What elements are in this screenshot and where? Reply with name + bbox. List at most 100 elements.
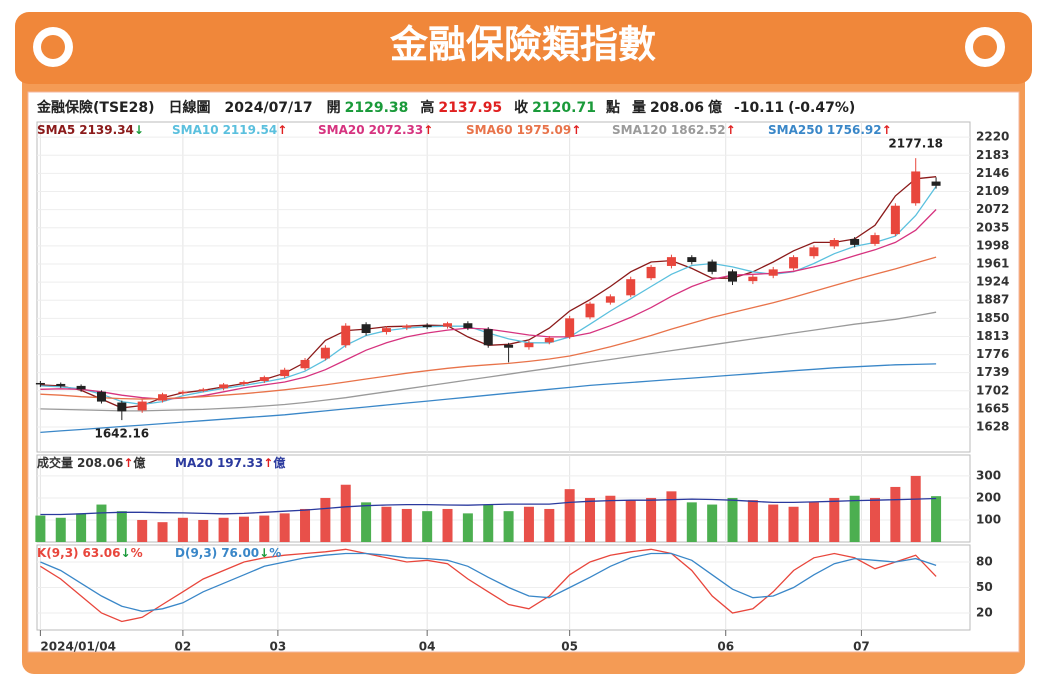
- y-tick-label: 2072: [976, 202, 1009, 216]
- volume-bar: [523, 506, 534, 542]
- legend-entry: 成交量 208.06↑億: [37, 455, 145, 470]
- legend-name: SMA120: [612, 123, 667, 137]
- candle-body: [687, 257, 697, 263]
- volume-bar: [218, 517, 229, 542]
- legend-arrow: ↑: [423, 123, 433, 137]
- low-annotation: 1642.16: [94, 427, 149, 441]
- y-tick-label: 1776: [976, 347, 1009, 361]
- candle-body: [219, 384, 229, 389]
- volume-bar: [483, 504, 494, 542]
- candle-body: [626, 279, 636, 296]
- legend-arrow: ↑: [263, 456, 273, 470]
- volume-bar: [76, 513, 87, 542]
- line-series: [40, 256, 937, 400]
- volume-bar: [910, 475, 921, 542]
- volume-bar: [116, 511, 127, 542]
- legend-name: SMA60: [466, 123, 513, 137]
- line-series: [40, 311, 937, 412]
- legend-value: 208.06: [77, 456, 123, 470]
- volume-bar: [890, 486, 901, 542]
- volume-bar: [361, 502, 372, 542]
- legend-arrow: ↓: [121, 546, 131, 560]
- x-tick-label: 02: [175, 640, 192, 654]
- candle-body: [890, 205, 900, 235]
- volume-bar: [401, 508, 412, 542]
- candle-body: [443, 323, 453, 327]
- legend-unit: 億: [133, 455, 145, 470]
- candle-body: [524, 342, 534, 348]
- candle-body: [341, 325, 351, 346]
- line-series: [40, 552, 937, 612]
- candle-body: [850, 239, 860, 245]
- volume-bar: [96, 504, 107, 542]
- volume-bar: [55, 517, 66, 542]
- close-value: 2120.71: [532, 100, 596, 116]
- candle-body: [402, 325, 412, 328]
- volume-bar: [422, 511, 433, 542]
- y-tick-label: 2183: [976, 148, 1009, 162]
- candle-body: [829, 239, 839, 247]
- y-tick-label: 20: [976, 606, 993, 620]
- volume-bar: [198, 519, 209, 542]
- candle-body: [280, 369, 290, 377]
- candle-body: [320, 347, 330, 359]
- high-label: 高: [420, 99, 434, 116]
- volume-bar: [727, 497, 738, 542]
- candle-body: [76, 385, 86, 390]
- candle-body: [178, 391, 188, 394]
- legend-entry: K(9,3) 63.06↓%: [37, 546, 143, 560]
- candle-body: [585, 303, 595, 318]
- volume-bar: [605, 495, 616, 542]
- y-tick-label: 2035: [976, 220, 1009, 234]
- volume-bar: [177, 517, 188, 542]
- volume-bar: [829, 497, 840, 542]
- volume-bar: [585, 497, 596, 542]
- line-series: [40, 548, 937, 623]
- x-tick-label: 03: [270, 640, 287, 654]
- legend-name: MA20: [175, 456, 213, 470]
- line-series: [40, 363, 937, 434]
- candle-body: [870, 235, 880, 244]
- legend-name: D(9,3): [175, 546, 217, 560]
- price-panel: [36, 121, 971, 453]
- legend-entry: MA20 197.33↑億: [175, 455, 285, 470]
- period: 日線圖: [168, 99, 210, 116]
- volume-bar: [788, 506, 799, 542]
- volume-bar: [320, 497, 331, 542]
- ornament: [973, 35, 997, 59]
- volume-bar: [564, 489, 575, 542]
- legend-value: 2139.34: [79, 123, 134, 137]
- legend-name: SMA10: [172, 123, 219, 137]
- legend-value: 63.06: [83, 546, 121, 560]
- candle-body: [728, 271, 738, 282]
- legend-arrow: ↑: [277, 123, 287, 137]
- unit: 點: [606, 99, 620, 116]
- candle-body: [911, 171, 921, 204]
- y-tick-label: 80: [976, 555, 993, 569]
- volume-bar: [666, 491, 677, 542]
- legend-entry: SMA5 2139.34↓: [37, 123, 144, 137]
- legend-arrow: ↑: [123, 456, 133, 470]
- candle-body: [56, 383, 66, 386]
- info-row: 金融保險(TSE28) 日線圖 2024/07/17 開 2129.38 高 2137.95…: [36, 99, 855, 116]
- candle-body: [931, 181, 941, 186]
- legend-name: SMA250: [768, 123, 823, 137]
- y-tick-label: 1739: [976, 365, 1009, 379]
- legend-arrow: ↓: [259, 546, 269, 560]
- candle-body: [381, 328, 391, 333]
- candle-body: [422, 325, 432, 328]
- candle-body: [239, 381, 249, 384]
- legend-name: SMA20: [318, 123, 365, 137]
- volume-bar: [340, 484, 351, 542]
- y-tick-label: 2220: [976, 130, 1009, 144]
- open-value: 2129.38: [345, 100, 409, 116]
- ornament: [41, 35, 65, 59]
- volume-bar: [279, 513, 290, 542]
- symbol: 金融保險(TSE28): [36, 99, 154, 116]
- volume-bar: [707, 504, 718, 542]
- legend-entry: D(9,3) 76.00↓%: [175, 546, 281, 560]
- volume-label: 量: [632, 100, 646, 116]
- open-label: 開: [327, 100, 341, 116]
- legend-arrow: ↑: [726, 123, 736, 137]
